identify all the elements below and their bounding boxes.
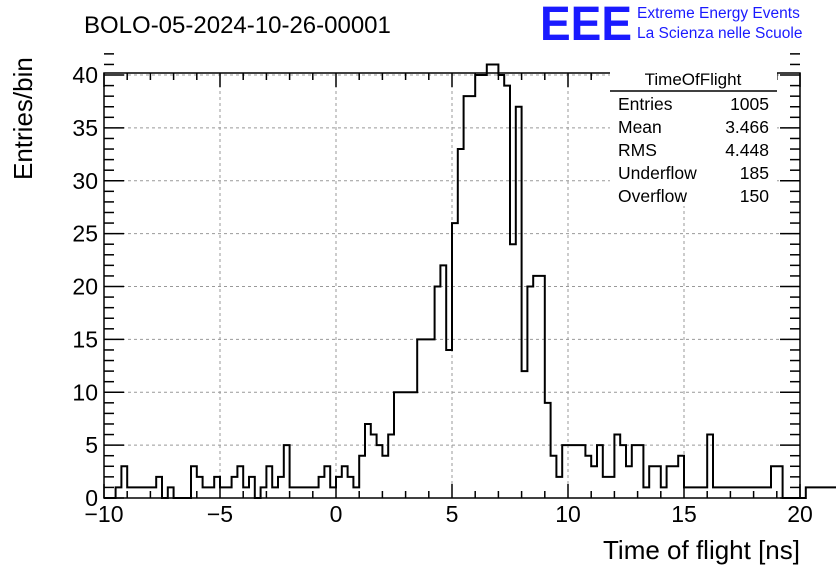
stats-row-label: Underflow [618, 163, 697, 183]
y-tick-label: 5 [85, 432, 98, 458]
stats-row-value: 1005 [730, 94, 769, 114]
y-tick-label: 30 [72, 168, 98, 194]
stats-row-value: 3.466 [725, 117, 769, 137]
logo-mark: EEE [540, 0, 632, 51]
x-tick-labels: −10 −5 0 5 10 15 20 [84, 501, 812, 527]
y-tick-label: 0 [85, 485, 98, 511]
logo-line1: Extreme Energy Events [637, 5, 800, 22]
x-tick-label: −10 [84, 501, 123, 527]
stats-row-label: RMS [618, 140, 657, 160]
x-tick-label: −5 [207, 501, 233, 527]
x-tick-label: 15 [671, 501, 697, 527]
y-tick-labels: 0 5 10 15 20 25 30 35 40 [72, 62, 98, 511]
stats-row-label: Entries [618, 94, 673, 114]
stats-row-label: Mean [618, 117, 662, 137]
x-tick-label: 20 [787, 501, 813, 527]
y-axis-title: Entries/bin [8, 57, 38, 180]
y-tick-label: 20 [72, 274, 98, 300]
y-tick-label: 35 [72, 115, 98, 141]
x-tick-label: 10 [555, 501, 581, 527]
stats-box: TimeOfFlight Entries 1005 Mean 3.466 RMS 4.44… [610, 66, 777, 206]
eee-logo: EEE Extreme Energy Events La Scienza nel… [540, 0, 802, 51]
x-tick-label: 0 [330, 501, 343, 527]
stats-row-label: Overflow [618, 186, 687, 206]
stats-box-background [610, 66, 777, 206]
logo-line2: La Scienza nelle Scuole [637, 25, 802, 42]
stats-box-title: TimeOfFlight [645, 70, 742, 89]
histogram-outline [104, 63, 836, 499]
stats-row-value: 150 [740, 186, 769, 206]
y-tick-label: 25 [72, 221, 98, 247]
x-tick-label: 5 [446, 501, 459, 527]
axis-ticks [103, 53, 801, 499]
y-tick-label: 10 [72, 379, 98, 405]
stats-rows: Entries 1005 Mean 3.466 RMS 4.448 Underflow 185… [618, 94, 769, 206]
stats-row-value: 4.448 [725, 140, 769, 160]
x-axis-title: Time of flight [ns] [603, 535, 800, 565]
stats-row-value: 185 [740, 163, 769, 183]
y-tick-label: 15 [72, 326, 98, 352]
run-title: BOLO-05-2024-10-26-00001 [84, 12, 391, 39]
y-tick-label: 40 [72, 62, 98, 88]
